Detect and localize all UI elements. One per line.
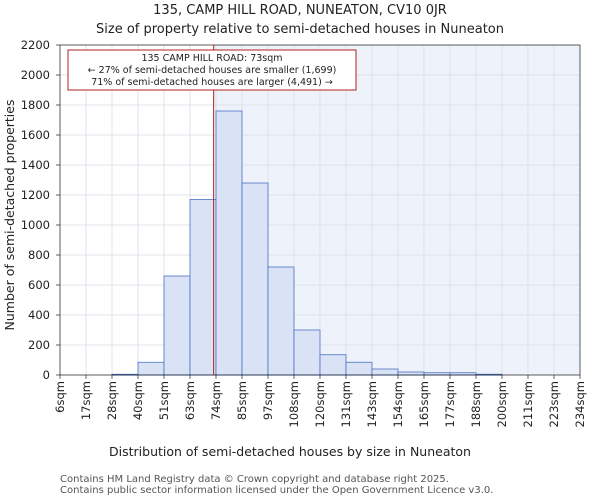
histogram-bar [449,372,477,376]
x-tick-label: 223sqm [547,381,561,427]
x-tick-label: 211sqm [521,381,535,427]
y-tick-label: 800 [28,248,50,262]
x-tick-label: 74sqm [209,381,223,420]
y-tick-label: 2000 [21,68,50,82]
histogram-bar [397,371,425,376]
y-tick-label: 1400 [21,158,50,172]
histogram-bar [189,199,217,376]
histogram-bar [371,368,399,376]
histogram-bar [215,110,243,376]
y-axis-label: Number of semi-detached properties [2,100,17,331]
y-tick-label: 2200 [21,38,50,52]
x-tick-label: 97sqm [261,381,275,420]
y-tick-label: 400 [28,308,50,322]
histogram-bar [137,361,165,376]
y-tick-label: 1000 [21,218,50,232]
x-tick-label: 177sqm [443,381,457,427]
footer-copyright: Contains HM Land Registry data © Crown c… [60,474,449,485]
x-tick-label: 51sqm [157,381,171,420]
x-tick-label: 154sqm [391,381,405,427]
histogram-bar [345,361,373,376]
chart-title: 135, CAMP HILL ROAD, NUNEATON, CV10 0JR [153,3,447,18]
y-axis-ticks: 0 200 400 600 800 1000 1200 1400 1600 1800 2000 220… [21,38,60,382]
x-tick-label: 234sqm [573,381,587,427]
x-tick-label: 85sqm [235,381,249,420]
chart-subtitle: Size of property relative to semi-detach… [96,22,504,37]
y-tick-label: 1800 [21,98,50,112]
gridlines [59,44,581,376]
x-tick-label: 6sqm [53,381,67,413]
x-tick-label: 143sqm [365,381,379,427]
histogram-bar [163,275,191,376]
x-tick-label: 28sqm [105,381,119,420]
plot-area-frame [59,44,581,376]
bars [111,110,503,376]
histogram-bar [241,182,269,376]
annotation-frame [67,49,357,91]
x-tick-label: 188sqm [469,381,483,427]
x-tick-label: 120sqm [313,381,327,427]
histogram-bar [423,372,451,376]
annotation-box: 135 CAMP HILL ROAD: 73sqm ← 27% of semi-… [67,49,357,91]
histogram-bar [319,354,347,376]
y-tick-label: 200 [28,338,50,352]
histogram-bar [267,266,295,376]
annotation-line-2: ← 27% of semi-detached houses are smalle… [88,65,337,76]
x-tick-label: 17sqm [79,381,93,420]
x-axis-ticks: 6sqm 17sqm 28sqm 40sqm 51sqm 63sqm 74sqm 85sqm 9… [53,375,587,427]
annotation-line-3: 71% of semi-detached houses are larger (… [91,77,333,88]
x-tick-label: 108sqm [287,381,301,427]
x-tick-label: 165sqm [417,381,431,427]
annotation-line-1: 135 CAMP HILL ROAD: 73sqm [141,53,282,64]
footer-licence: Contains public sector information licen… [60,485,494,496]
y-tick-label: 600 [28,278,50,292]
x-tick-label: 131sqm [339,381,353,427]
x-tick-label: 200sqm [495,381,509,427]
histogram-bar [293,329,321,376]
x-tick-label: 40sqm [131,381,145,420]
x-axis-label: Distribution of semi-detached houses by … [109,444,471,459]
y-tick-label: 1200 [21,188,50,202]
x-tick-label: 63sqm [183,381,197,420]
y-tick-label: 0 [43,368,50,382]
y-tick-label: 1600 [21,128,50,142]
